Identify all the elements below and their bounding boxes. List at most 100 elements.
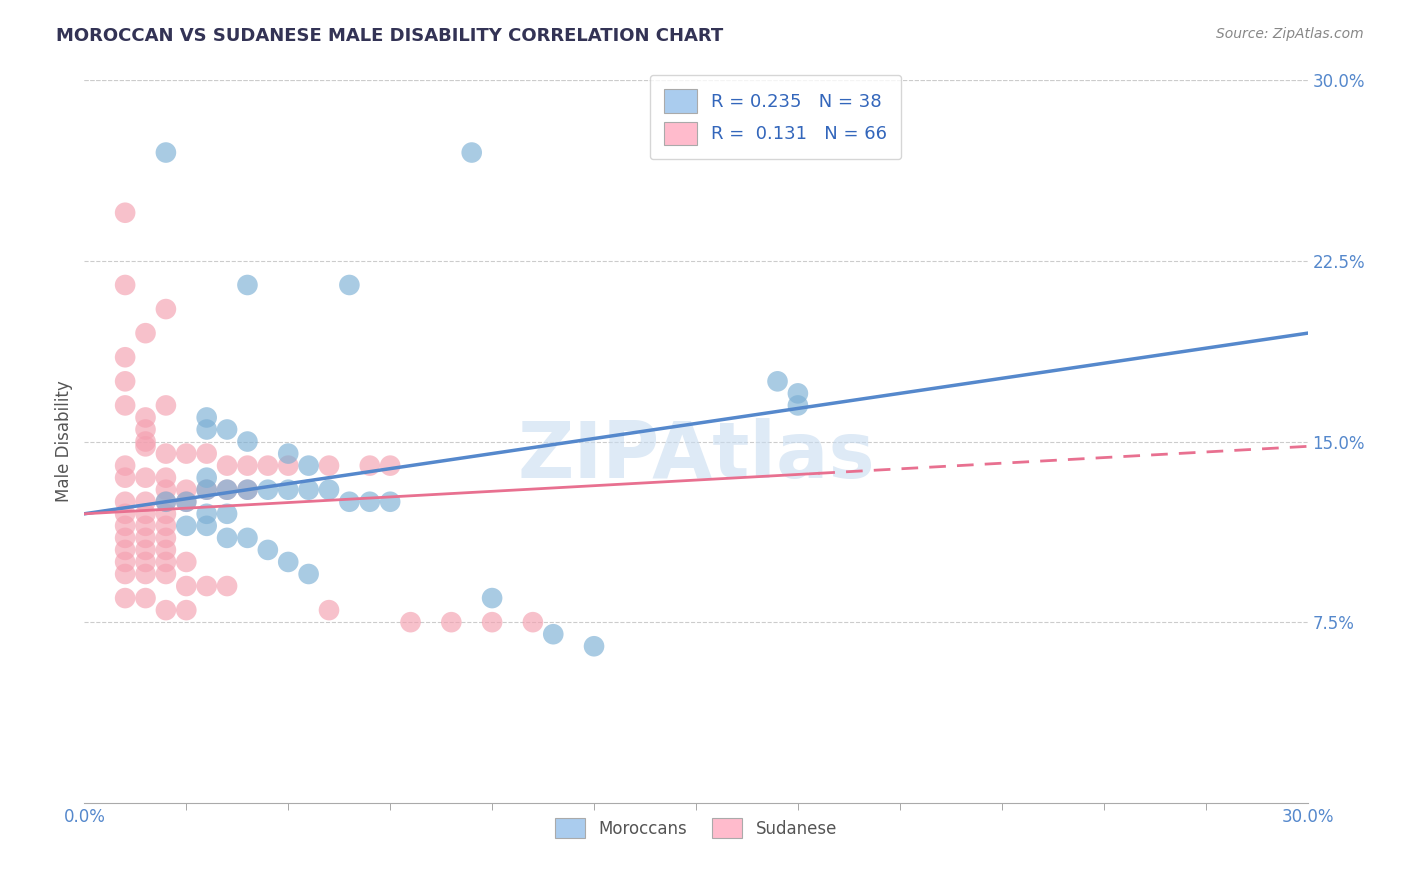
Point: [298, 458, 321, 473]
Point: [787, 398, 810, 412]
Point: [318, 483, 340, 497]
Point: [359, 458, 381, 473]
Point: [155, 531, 177, 545]
Point: [155, 518, 177, 533]
Point: [155, 446, 177, 460]
Point: [155, 555, 177, 569]
Point: [114, 494, 136, 508]
Point: [380, 494, 402, 508]
Point: [135, 555, 157, 569]
Y-axis label: Male Disability: Male Disability: [55, 381, 73, 502]
Point: [236, 458, 259, 473]
Point: [155, 398, 177, 412]
Point: [217, 507, 239, 521]
Point: [195, 579, 218, 593]
Point: [114, 507, 136, 521]
Point: [174, 518, 197, 533]
Point: [114, 398, 136, 412]
Point: [277, 483, 299, 497]
Point: [114, 555, 136, 569]
Point: [217, 458, 239, 473]
Point: [298, 483, 321, 497]
Point: [195, 422, 218, 436]
Point: [236, 531, 259, 545]
Point: [195, 410, 218, 425]
Point: [217, 483, 239, 497]
Point: [114, 591, 136, 605]
Point: [399, 615, 422, 630]
Point: [174, 603, 197, 617]
Point: [155, 301, 177, 317]
Point: [236, 483, 259, 497]
Point: [787, 386, 810, 401]
Point: [135, 591, 157, 605]
Point: [135, 326, 157, 340]
Point: [298, 567, 321, 582]
Point: [217, 579, 239, 593]
Point: [461, 145, 484, 160]
Point: [318, 458, 340, 473]
Text: Source: ZipAtlas.com: Source: ZipAtlas.com: [1216, 27, 1364, 41]
Point: [339, 494, 361, 508]
Point: [155, 507, 177, 521]
Point: [217, 531, 239, 545]
Point: [257, 483, 280, 497]
Point: [217, 483, 239, 497]
Point: [155, 567, 177, 582]
Point: [174, 446, 197, 460]
Point: [135, 410, 157, 425]
Point: [135, 470, 157, 484]
Text: MOROCCAN VS SUDANESE MALE DISABILITY CORRELATION CHART: MOROCCAN VS SUDANESE MALE DISABILITY COR…: [56, 27, 724, 45]
Point: [135, 567, 157, 582]
Point: [195, 483, 218, 497]
Point: [236, 277, 259, 292]
Point: [174, 555, 197, 569]
Point: [359, 494, 381, 508]
Point: [257, 458, 280, 473]
Point: [135, 494, 157, 508]
Point: [135, 518, 157, 533]
Point: [135, 507, 157, 521]
Point: [583, 639, 606, 653]
Point: [155, 494, 177, 508]
Text: ZIPAtlas: ZIPAtlas: [517, 418, 875, 494]
Point: [114, 542, 136, 557]
Point: [195, 470, 218, 484]
Point: [114, 470, 136, 484]
Point: [236, 434, 259, 449]
Point: [236, 483, 259, 497]
Point: [195, 518, 218, 533]
Point: [522, 615, 544, 630]
Point: [440, 615, 463, 630]
Point: [155, 494, 177, 508]
Point: [155, 145, 177, 160]
Point: [318, 603, 340, 617]
Point: [277, 446, 299, 460]
Point: [195, 507, 218, 521]
Point: [114, 518, 136, 533]
Point: [174, 494, 197, 508]
Point: [195, 446, 218, 460]
Point: [257, 542, 280, 557]
Point: [155, 603, 177, 617]
Point: [174, 483, 197, 497]
Point: [114, 205, 136, 219]
Point: [481, 615, 503, 630]
Point: [114, 567, 136, 582]
Point: [277, 458, 299, 473]
Point: [155, 542, 177, 557]
Point: [339, 277, 361, 292]
Point: [135, 422, 157, 436]
Point: [277, 555, 299, 569]
Legend: Moroccans, Sudanese: Moroccans, Sudanese: [548, 812, 844, 845]
Point: [114, 277, 136, 292]
Point: [195, 483, 218, 497]
Point: [135, 434, 157, 449]
Point: [174, 579, 197, 593]
Point: [114, 350, 136, 364]
Point: [481, 591, 503, 605]
Point: [766, 374, 789, 388]
Point: [155, 470, 177, 484]
Point: [135, 439, 157, 453]
Point: [114, 374, 136, 388]
